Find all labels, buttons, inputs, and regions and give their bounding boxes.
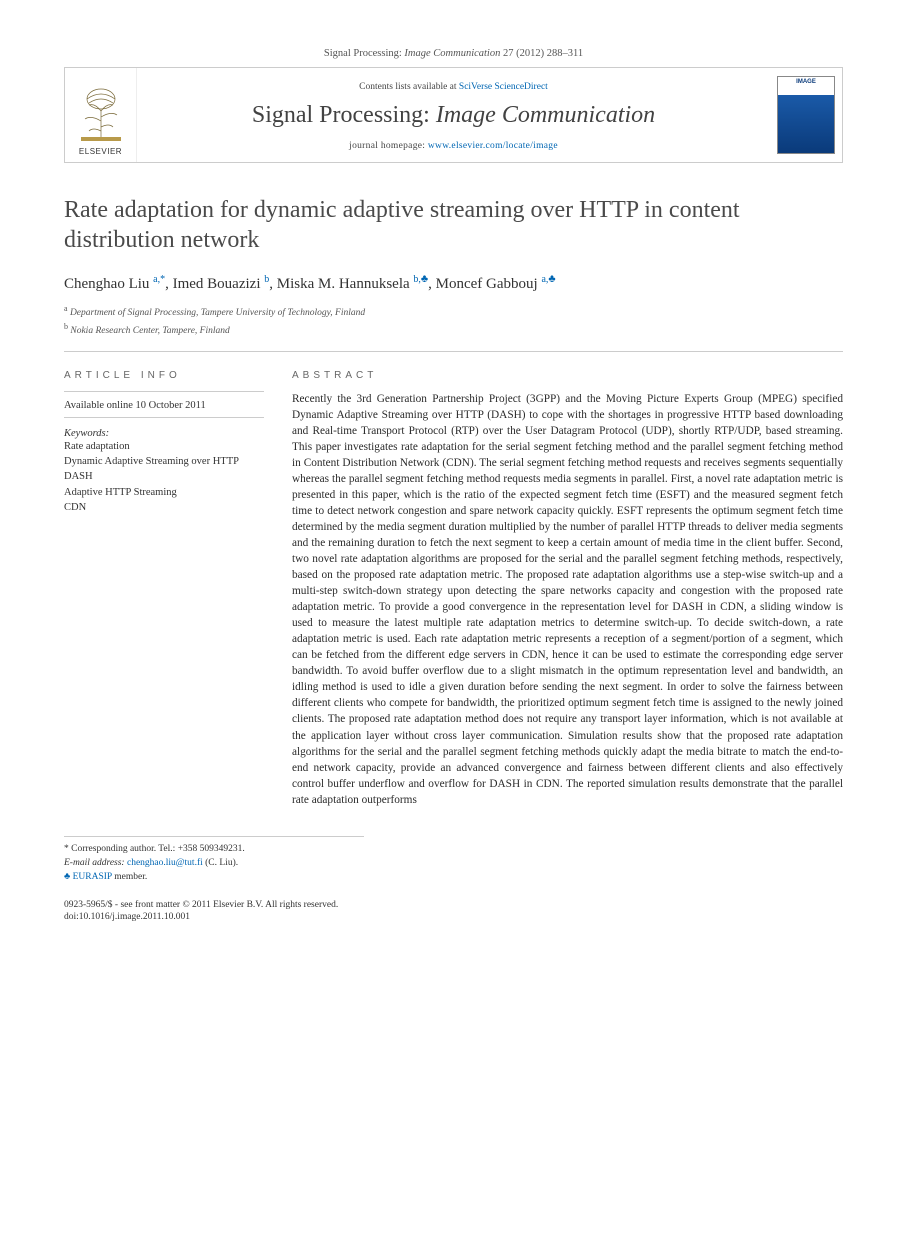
email-label: E-mail address:	[64, 858, 125, 868]
corresponding-author-row: * Corresponding author. Tel.: +358 50934…	[64, 843, 364, 856]
article-title: Rate adaptation for dynamic adaptive str…	[64, 195, 843, 255]
author-mark: ♣	[421, 273, 428, 285]
affiliation-key: b	[64, 322, 68, 331]
email-person: (C. Liu).	[205, 858, 238, 868]
email-row: E-mail address: chenghao.liu@tut.fi (C. …	[64, 857, 364, 870]
contents-prefix: Contents lists available at	[359, 82, 456, 92]
journal-header-box: ELSEVIER Contents lists available at Sci…	[64, 67, 843, 163]
abstract-head: ABSTRACT	[292, 370, 843, 381]
elsevier-logo-column: ELSEVIER	[65, 68, 137, 162]
author: Moncef Gabbouj a,♣	[436, 276, 556, 292]
citation-vol-pages: 27 (2012) 288–311	[503, 48, 583, 59]
author-aff: b	[264, 274, 269, 285]
affiliation-text: Department of Signal Processing, Tampere…	[70, 308, 365, 318]
author-name: Miska M. Hannuksela	[277, 276, 410, 292]
cover-mid-area	[778, 95, 834, 153]
abstract-column: ABSTRACT Recently the 3rd Generation Par…	[292, 370, 843, 808]
journal-name-sub: Image Communication	[436, 102, 655, 128]
citation-journal-em: Image Communication	[404, 48, 500, 59]
homepage-line: journal homepage: www.elsevier.com/locat…	[145, 141, 762, 151]
keyword: Dynamic Adaptive Streaming over HTTP	[64, 454, 264, 469]
eurasip-suffix: member.	[114, 872, 147, 882]
abstract-body: Recently the 3rd Generation Partnership …	[292, 391, 843, 808]
eurasip-row: ♣ EURASIP member.	[64, 871, 364, 884]
keywords-label: Keywords:	[64, 428, 264, 439]
author-name: Imed Bouazizi	[173, 276, 261, 292]
contents-lists-line: Contents lists available at SciVerse Sci…	[145, 82, 762, 92]
elsevier-tree-icon	[73, 81, 129, 145]
homepage-url-link[interactable]: www.elsevier.com/locate/image	[428, 141, 558, 151]
keyword: Rate adaptation	[64, 439, 264, 454]
history-line: Available online 10 October 2011	[64, 400, 264, 411]
two-column-layout: ARTICLE INFO Available online 10 October…	[64, 370, 843, 808]
footnotes: * Corresponding author. Tel.: +358 50934…	[64, 836, 364, 885]
eurasip-link[interactable]: EURASIP	[73, 872, 112, 882]
journal-name: Signal Processing: Image Communication	[145, 102, 762, 129]
affiliation-key: a	[64, 304, 68, 313]
doi-line: doi:10.1016/j.image.2011.10.001	[64, 911, 843, 924]
author-mark: ♣	[548, 273, 555, 285]
keywords-list: Rate adaptation Dynamic Adaptive Streami…	[64, 439, 264, 515]
article-info-column: ARTICLE INFO Available online 10 October…	[64, 370, 264, 808]
cover-top-text: IMAGE	[778, 77, 834, 95]
keyword: DASH	[64, 469, 264, 484]
elsevier-label: ELSEVIER	[79, 147, 122, 156]
citation-journal-short: Signal Processing:	[324, 48, 402, 59]
email-link[interactable]: chenghao.liu@tut.fi	[127, 858, 203, 868]
author: Miska M. Hannuksela b,♣	[277, 276, 428, 292]
affiliation-text: Nokia Research Center, Tampere, Finland	[70, 326, 229, 336]
journal-name-main: Signal Processing:	[252, 102, 430, 128]
homepage-prefix: journal homepage:	[349, 141, 425, 151]
author-mark: *	[160, 274, 165, 285]
affiliations: a Department of Signal Processing, Tampe…	[64, 303, 843, 339]
divider	[64, 351, 843, 352]
info-rule	[64, 391, 264, 392]
corresponding-tel: +358 509349231.	[178, 844, 245, 854]
copyright-block: 0923-5965/$ - see front matter © 2011 El…	[64, 899, 843, 925]
authors-line: Chenghao Liu a,*, Imed Bouazizi b, Miska…	[64, 273, 843, 293]
club-mark: ♣	[64, 872, 70, 882]
author-name: Moncef Gabbouj	[436, 276, 538, 292]
info-rule	[64, 417, 264, 418]
keyword: CDN	[64, 500, 264, 515]
affiliation-row: a Department of Signal Processing, Tampe…	[64, 303, 843, 321]
top-citation: Signal Processing: Image Communication 2…	[64, 48, 843, 59]
author-name: Chenghao Liu	[64, 276, 149, 292]
keyword: Adaptive HTTP Streaming	[64, 485, 264, 500]
author: Chenghao Liu a,*	[64, 276, 165, 292]
article-info-head: ARTICLE INFO	[64, 370, 264, 381]
author-aff: b,	[413, 274, 421, 285]
header-middle: Contents lists available at SciVerse Sci…	[137, 68, 770, 162]
journal-cover-column: IMAGE	[770, 68, 842, 162]
author: Imed Bouazizi b	[173, 276, 270, 292]
sciencedirect-link[interactable]: SciVerse ScienceDirect	[459, 82, 548, 92]
journal-cover-thumb: IMAGE	[777, 76, 835, 154]
article-page: Signal Processing: Image Communication 2…	[0, 0, 907, 964]
copyright-line1: 0923-5965/$ - see front matter © 2011 El…	[64, 899, 843, 912]
affiliation-row: b Nokia Research Center, Tampere, Finlan…	[64, 321, 843, 339]
corresponding-label: * Corresponding author. Tel.:	[64, 844, 175, 854]
